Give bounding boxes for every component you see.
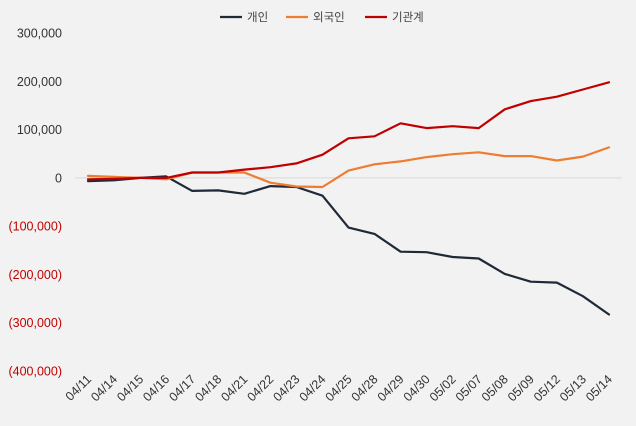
- y-tick-label: 0: [55, 171, 62, 185]
- x-tick-label: 05/08: [479, 372, 511, 404]
- y-tick-label: (400,000): [8, 365, 62, 379]
- x-tick-label: 04/18: [192, 372, 224, 404]
- x-tick-label: 04/15: [114, 372, 146, 404]
- legend-label: 기관계: [392, 11, 424, 24]
- series-line-2: [86, 146, 611, 189]
- x-tick-label: 05/13: [557, 372, 589, 404]
- x-tick-label: 04/29: [375, 372, 407, 404]
- x-tick-label: 04/16: [140, 372, 172, 404]
- x-tick-label: 05/12: [531, 372, 563, 404]
- x-tick-label: 04/30: [401, 372, 433, 404]
- y-tick-label: 300,000: [17, 27, 62, 41]
- x-tick-label: 05/09: [505, 372, 537, 404]
- x-tick-label: 05/02: [427, 372, 459, 404]
- y-tick-label: 200,000: [17, 75, 62, 89]
- y-tick-label: (100,000): [8, 220, 62, 234]
- x-tick-label: 05/14: [583, 372, 615, 404]
- y-tick-label: (300,000): [8, 316, 62, 330]
- x-tick-label: 04/21: [218, 372, 250, 404]
- x-tick-label: 04/24: [297, 372, 329, 404]
- x-tick-label: 04/23: [271, 372, 303, 404]
- series-line-1: [86, 175, 611, 316]
- x-tick-label: 04/28: [349, 372, 381, 404]
- x-tick-label: 04/17: [166, 372, 198, 404]
- legend-label: 개인: [247, 11, 268, 24]
- y-tick-label: 100,000: [17, 123, 62, 137]
- legend-label: 외국인: [313, 11, 345, 24]
- x-tick-label: 04/11: [63, 372, 94, 403]
- x-tick-label: 04/14: [88, 372, 120, 404]
- series-line-3: [86, 81, 611, 181]
- x-tick-label: 04/22: [244, 372, 276, 404]
- chart-axes: 300,000 200,000 100,000 0 (100,000) (200,000)…: [8, 27, 622, 404]
- x-tick-label: 04/25: [323, 372, 355, 404]
- chart-legend: 개인 외국인 기관계: [220, 11, 424, 24]
- x-tick-label: 05/07: [453, 372, 485, 404]
- chart-series: [86, 81, 611, 316]
- y-tick-label: (200,000): [8, 268, 62, 282]
